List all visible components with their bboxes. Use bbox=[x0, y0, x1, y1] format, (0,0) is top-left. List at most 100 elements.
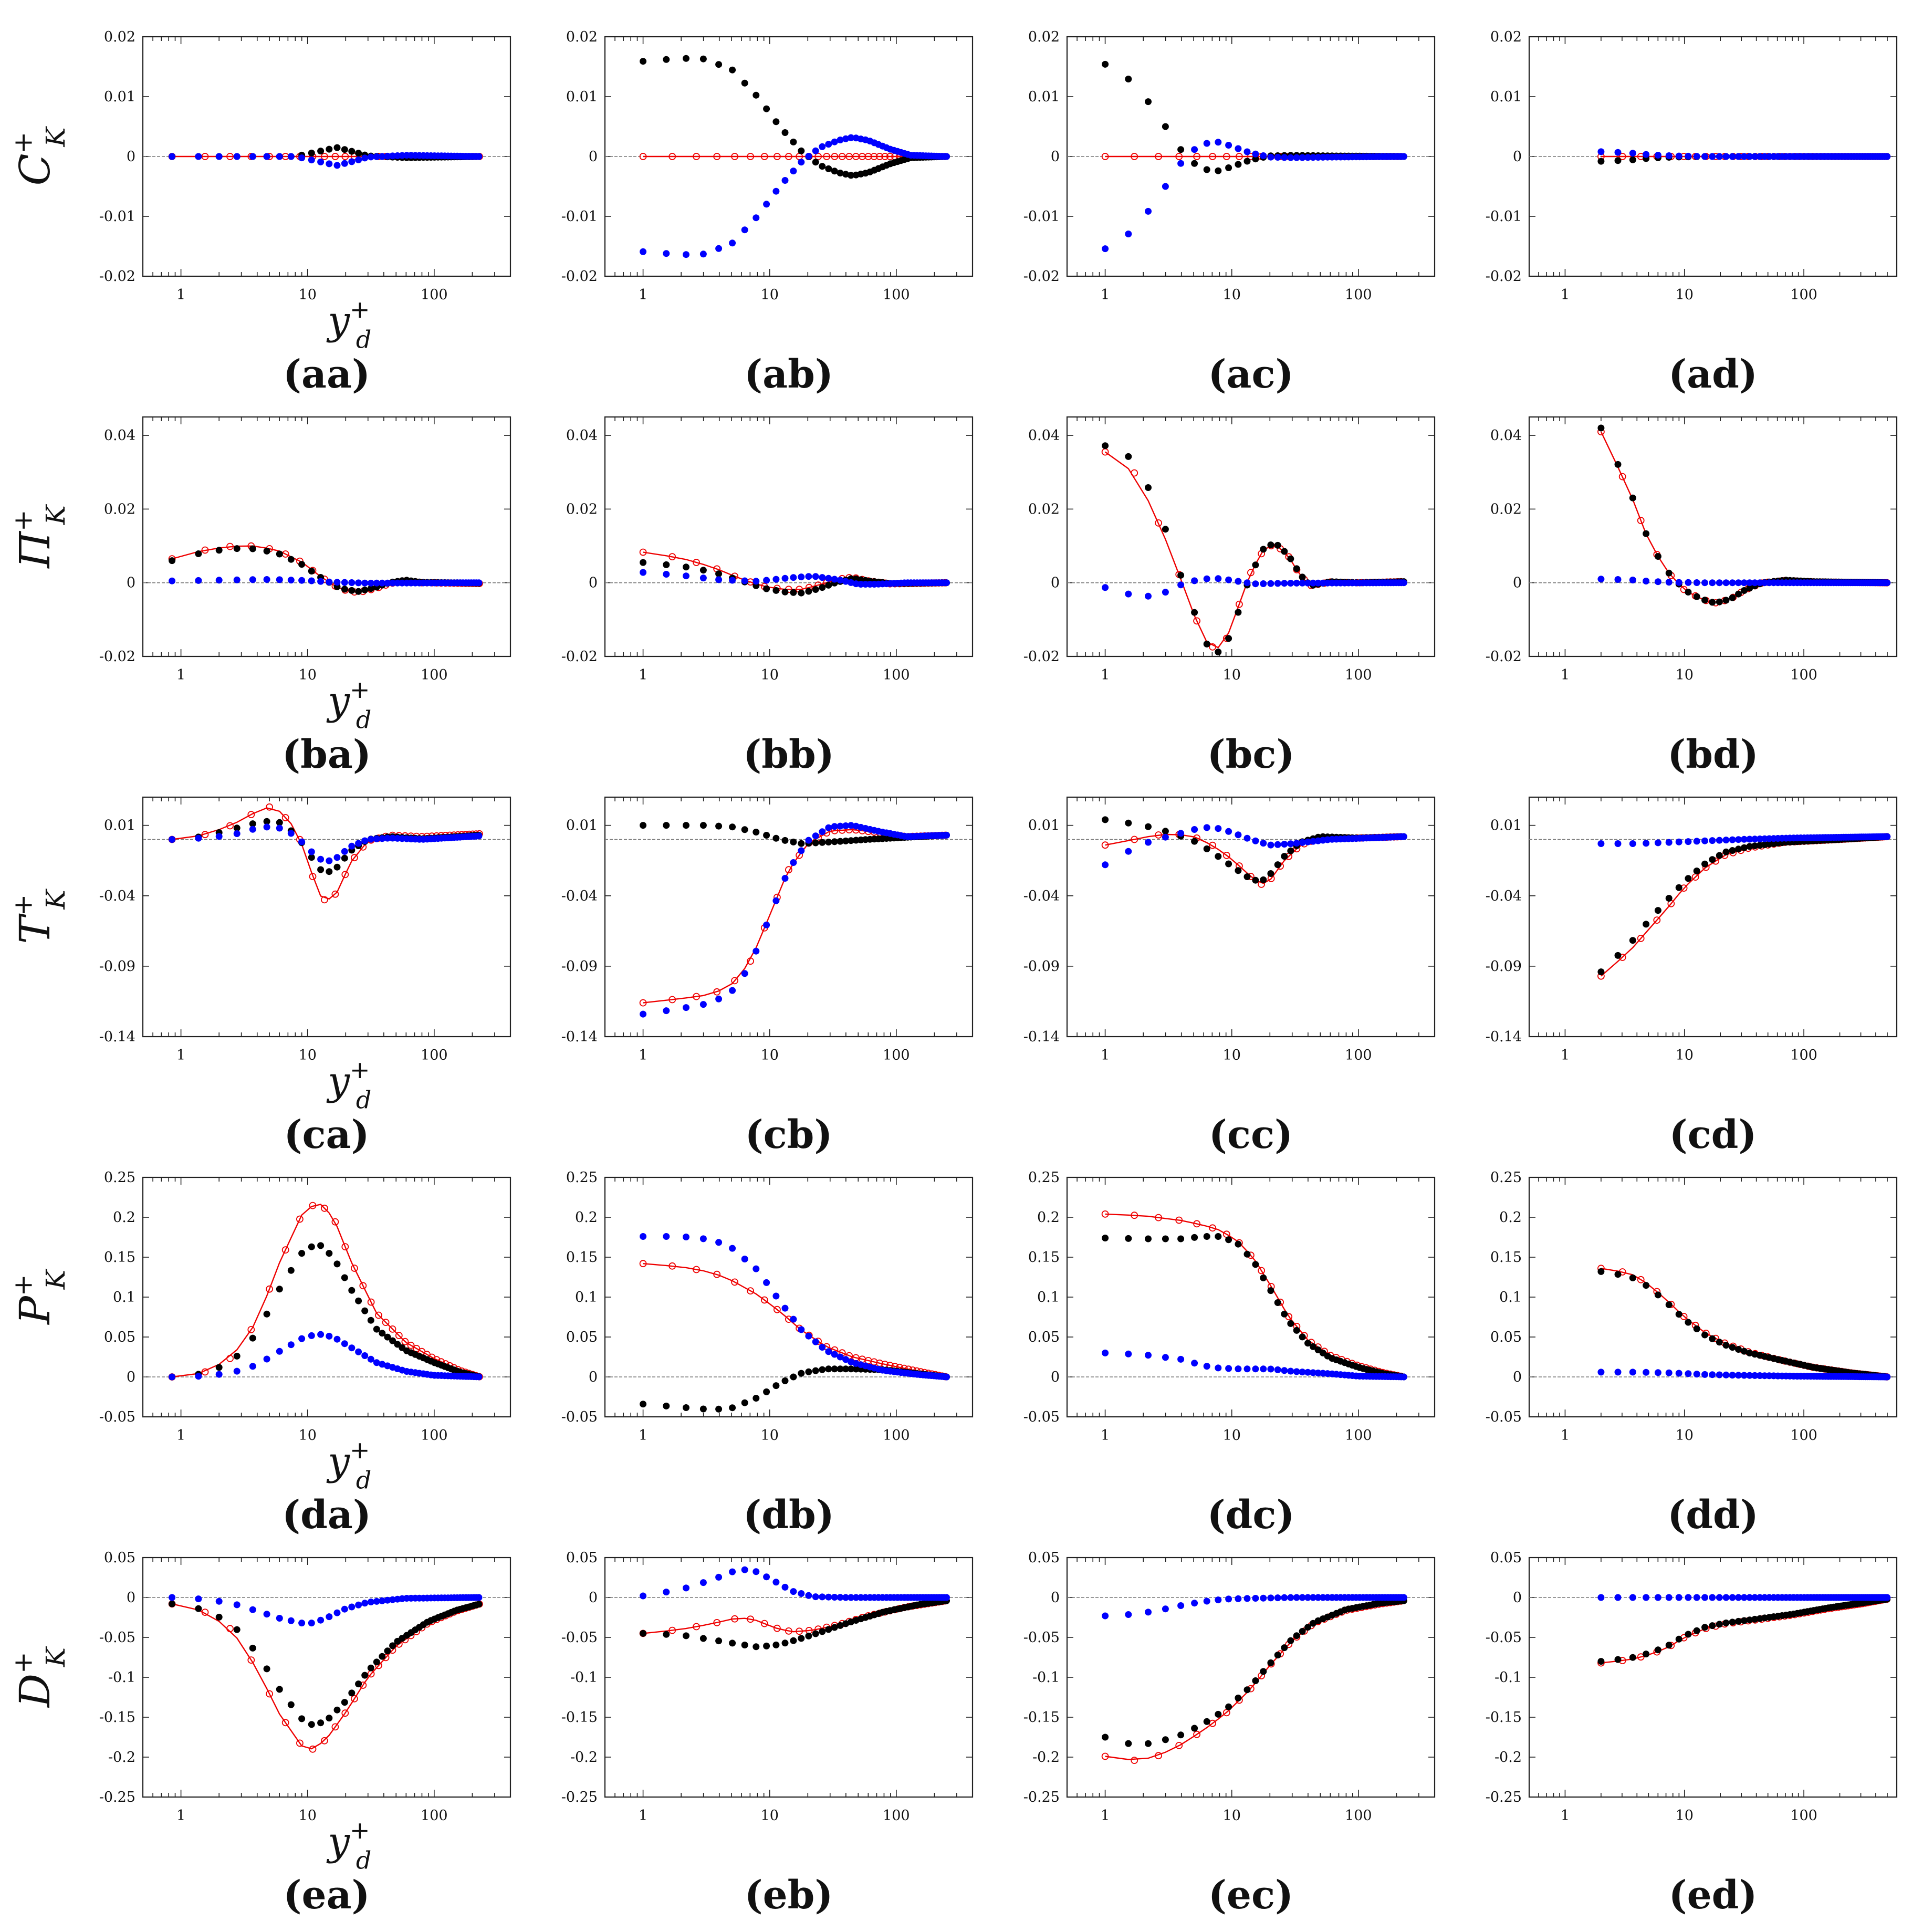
model-point bbox=[1243, 579, 1251, 587]
total-point bbox=[741, 79, 748, 87]
total-point bbox=[1735, 1346, 1742, 1353]
total-point bbox=[683, 822, 689, 829]
total-point bbox=[233, 1626, 241, 1633]
model-point bbox=[169, 153, 176, 160]
model-point bbox=[1751, 153, 1759, 160]
model-point bbox=[373, 153, 380, 160]
y-tick-label: 0.05 bbox=[1028, 1550, 1060, 1566]
x-tick-label: 10 bbox=[1223, 1427, 1241, 1444]
total-point bbox=[1293, 1327, 1300, 1334]
reference-point bbox=[774, 1624, 781, 1632]
reference-point bbox=[226, 542, 234, 550]
total-point bbox=[1287, 555, 1294, 562]
total-point bbox=[1177, 146, 1185, 153]
total-point bbox=[1215, 1233, 1222, 1240]
total-point bbox=[361, 1307, 369, 1314]
model-point bbox=[798, 1326, 805, 1333]
x-tick-label: 10 bbox=[1223, 1047, 1241, 1063]
reference-curve bbox=[1600, 431, 1887, 603]
total-point bbox=[1162, 1235, 1169, 1242]
panel-label: (cd) bbox=[1669, 1112, 1757, 1157]
model-point bbox=[1709, 153, 1716, 160]
x-tick-label: 100 bbox=[1790, 1808, 1817, 1824]
model-point bbox=[805, 153, 812, 160]
y-tick-label: -0.15 bbox=[1023, 1709, 1060, 1726]
reference-curve bbox=[643, 829, 947, 1004]
y-tick-label: -0.04 bbox=[1486, 888, 1522, 904]
reference-point bbox=[774, 1306, 781, 1313]
plot-frame bbox=[1066, 1176, 1436, 1418]
total-point bbox=[763, 1388, 770, 1395]
total-point bbox=[1716, 1339, 1723, 1346]
model-point bbox=[1756, 836, 1763, 842]
total-point bbox=[1267, 1659, 1274, 1666]
total-point bbox=[1299, 573, 1306, 581]
reference-point bbox=[693, 153, 700, 160]
model-point bbox=[1693, 1371, 1700, 1378]
reference-point bbox=[1618, 153, 1626, 160]
reference-point bbox=[1637, 1653, 1645, 1661]
x-tick-label: 1 bbox=[176, 287, 185, 303]
total-point bbox=[355, 588, 362, 595]
total-point bbox=[837, 1365, 844, 1373]
model-point bbox=[1629, 577, 1636, 583]
total-point bbox=[348, 1689, 356, 1697]
model-point bbox=[842, 1594, 849, 1601]
model-point bbox=[1693, 838, 1700, 845]
y-tick-label: 0.01 bbox=[1490, 818, 1522, 834]
model-point bbox=[1751, 1372, 1759, 1379]
model-point bbox=[943, 1594, 950, 1601]
total-point bbox=[729, 66, 736, 74]
x-tick-label: 1 bbox=[1101, 287, 1110, 303]
model-point bbox=[1746, 1372, 1753, 1379]
y-tick-label: -0.1 bbox=[108, 1669, 135, 1686]
panel-dd: 1 10 100 0.25 0.2 0.15 0.1 0.05 0 -0.05 (dd) bbox=[1486, 1169, 1898, 1538]
total-point bbox=[1145, 98, 1152, 106]
x-tick-label: 10 bbox=[299, 287, 317, 303]
total-point bbox=[1274, 1652, 1281, 1659]
model-point bbox=[1267, 1594, 1274, 1602]
model-point bbox=[317, 855, 325, 863]
model-point bbox=[1314, 1370, 1322, 1376]
y-tick-label: 0 bbox=[127, 575, 135, 591]
total-point bbox=[1310, 1620, 1316, 1627]
x-tick-label: 10 bbox=[299, 667, 317, 683]
model-point bbox=[263, 1611, 270, 1618]
panel-db: 1 10 100 0.25 0.2 0.15 0.1 0.05 0 -0.05 (db) bbox=[561, 1169, 974, 1538]
model-point bbox=[333, 1609, 341, 1616]
reference-point bbox=[266, 803, 273, 811]
model-point bbox=[1735, 836, 1742, 843]
model-point bbox=[1281, 841, 1288, 848]
x-tick-label: 1 bbox=[176, 1047, 185, 1063]
model-point bbox=[373, 1359, 380, 1366]
model-point bbox=[1177, 1355, 1185, 1363]
model-point bbox=[1215, 575, 1222, 582]
total-point bbox=[1722, 1342, 1730, 1349]
total-point bbox=[831, 838, 838, 845]
model-point bbox=[1654, 1594, 1661, 1601]
x-tick-label: 100 bbox=[1345, 287, 1372, 303]
y-tick-label: -0.01 bbox=[1023, 208, 1060, 225]
y-tick-label: -0.09 bbox=[99, 958, 135, 975]
total-point bbox=[837, 1622, 844, 1629]
model-point bbox=[729, 1568, 736, 1575]
model-point bbox=[276, 153, 283, 160]
y-tick-label: 0.01 bbox=[104, 89, 135, 105]
model-point bbox=[640, 1010, 647, 1018]
total-point bbox=[348, 1287, 356, 1294]
y-tick-label: 0.2 bbox=[113, 1209, 135, 1226]
y-tick-label: -0.04 bbox=[1023, 888, 1060, 904]
model-point bbox=[1162, 833, 1169, 841]
model-point bbox=[1125, 590, 1132, 598]
model-point bbox=[1274, 580, 1281, 587]
total-point bbox=[379, 1653, 386, 1660]
y-tick-label: 0.04 bbox=[1028, 427, 1060, 444]
model-point bbox=[1751, 1594, 1759, 1601]
total-point bbox=[781, 1639, 789, 1647]
x-axis-label: y+ d bbox=[326, 1056, 371, 1114]
model-point bbox=[1629, 840, 1636, 847]
model-point bbox=[1722, 1594, 1730, 1601]
x-tick-label: 10 bbox=[1676, 667, 1694, 683]
reference-point bbox=[731, 153, 738, 160]
model-point bbox=[1746, 1594, 1753, 1601]
